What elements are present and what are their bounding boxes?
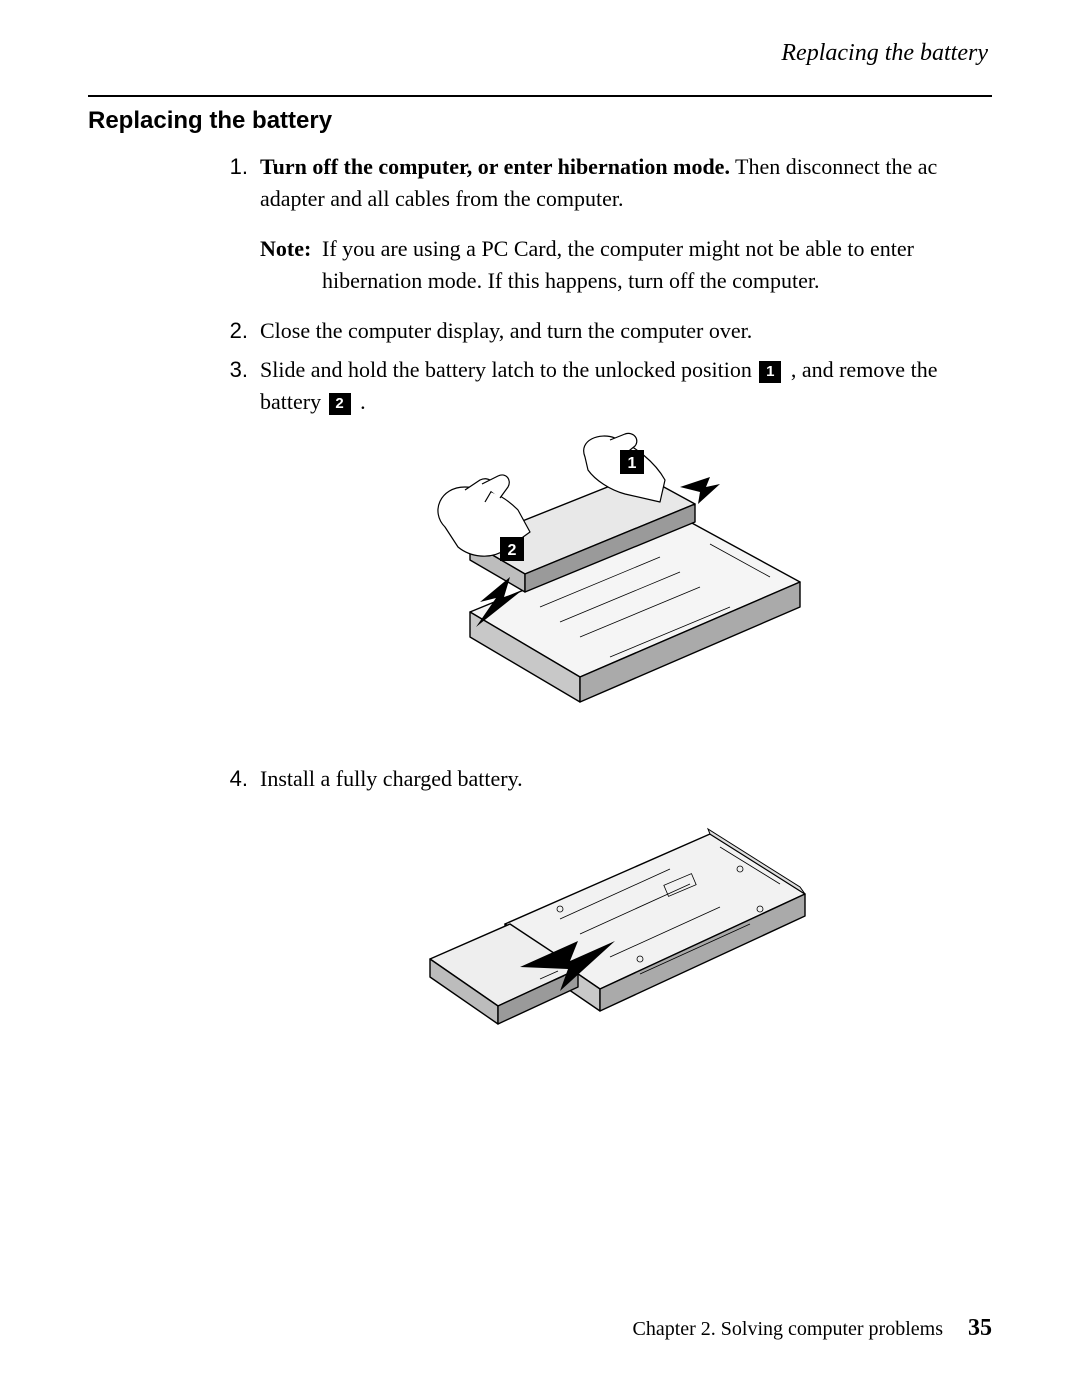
- step-1-bold: Turn off the computer, or enter hibernat…: [260, 154, 730, 179]
- footer-page-number: 35: [968, 1315, 992, 1341]
- callout-1-inline: 1: [759, 361, 781, 383]
- step-body: Slide and hold the battery latch to the …: [260, 354, 992, 418]
- page-footer: Chapter 2. Solving computer problems 35: [632, 1315, 992, 1342]
- section-title: Replacing the battery: [88, 107, 992, 135]
- footer-chapter: Chapter 2. Solving computer problems: [632, 1318, 943, 1340]
- callout-2-inline: 2: [329, 393, 351, 415]
- rule-top: [88, 95, 992, 97]
- step-number: 1.: [228, 151, 260, 307]
- figure-2: [228, 809, 992, 1048]
- figure-1: 1 2: [228, 432, 992, 741]
- note-text: If you are using a PC Card, the computer…: [322, 233, 992, 297]
- step-body: Close the computer display, and turn the…: [260, 315, 992, 347]
- fig1-callout-1: 1: [628, 455, 637, 472]
- step-number: 3.: [228, 354, 260, 418]
- body-content: 1. Turn off the computer, or enter hiber…: [228, 151, 992, 1048]
- step-4: 4. Install a fully charged battery.: [228, 763, 992, 795]
- step-number: 2.: [228, 315, 260, 347]
- figure-1-svg: 1 2: [410, 432, 810, 732]
- step-3-c: .: [355, 389, 366, 414]
- step-3-a: Slide and hold the battery latch to the …: [260, 357, 757, 382]
- step-3: 3. Slide and hold the battery latch to t…: [228, 354, 992, 418]
- step-1: 1. Turn off the computer, or enter hiber…: [228, 151, 992, 307]
- note-label: Note:: [260, 233, 322, 297]
- figure-2-svg: [410, 809, 810, 1039]
- step-body: Turn off the computer, or enter hibernat…: [260, 151, 992, 307]
- fig1-callout-2: 2: [508, 542, 517, 559]
- step-body: Install a fully charged battery.: [260, 763, 992, 795]
- step-2: 2. Close the computer display, and turn …: [228, 315, 992, 347]
- running-header: Replacing the battery: [88, 40, 992, 67]
- step-number: 4.: [228, 763, 260, 795]
- note-block: Note: If you are using a PC Card, the co…: [260, 233, 992, 297]
